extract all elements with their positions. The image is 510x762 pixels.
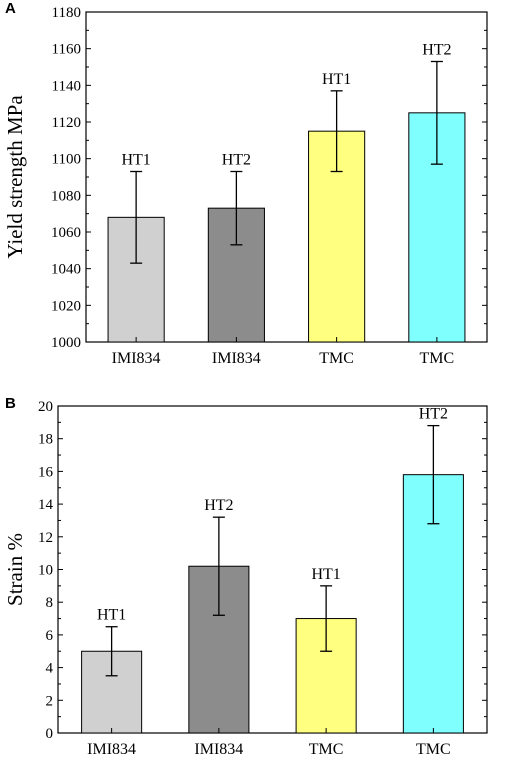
y-tick-label: 8 <box>46 595 54 611</box>
y-axis-label: Strain % <box>3 533 27 606</box>
y-tick-label: 1080 <box>51 188 81 204</box>
bar-label: HT1 <box>311 566 340 583</box>
y-tick-label: 18 <box>38 432 53 448</box>
y-tick-label: 1040 <box>51 262 81 278</box>
x-tick-label: TMC <box>420 350 455 367</box>
y-tick-label: 6 <box>46 628 54 644</box>
y-tick-label: 2 <box>46 693 54 709</box>
x-tick-label: IMI834 <box>112 350 161 367</box>
panel-letter: B <box>5 395 16 412</box>
y-tick-label: 1140 <box>52 78 81 94</box>
y-tick-label: 20 <box>38 399 53 415</box>
x-tick-label: TMC <box>319 350 354 367</box>
x-tick-label: IMI834 <box>194 741 243 758</box>
bar-label: HT1 <box>97 607 126 624</box>
y-tick-label: 12 <box>38 530 53 546</box>
x-tick-label: IMI834 <box>212 350 261 367</box>
x-tick-label: TMC <box>309 741 344 758</box>
y-tick-label: 10 <box>38 563 53 579</box>
x-tick-label: TMC <box>416 741 451 758</box>
y-tick-label: 1000 <box>51 335 81 351</box>
chart-panel-b: B 0 2 4 6 8 10 12 14 16 18 20 Strain % HT1 IMI834 HT2 IM… <box>3 395 488 758</box>
x-tick-label: IMI834 <box>87 741 136 758</box>
y-tick-label: 14 <box>38 497 54 513</box>
bar-label: HT2 <box>222 152 251 169</box>
chart-panel-a: A 1000 1020 1040 1060 1080 1100 1120 1140 1160 118… <box>3 0 488 367</box>
y-tick-label: 0 <box>46 726 54 742</box>
bar-label: HT2 <box>419 406 448 423</box>
y-tick-label: 1160 <box>52 42 81 58</box>
y-tick-label: 1060 <box>51 225 81 241</box>
bar-label: HT1 <box>322 71 351 88</box>
y-tick-label: 16 <box>38 464 54 480</box>
bar-label: HT1 <box>121 152 150 169</box>
y-tick-label: 1120 <box>52 115 81 131</box>
y-tick-label: 1020 <box>51 298 81 314</box>
y-tick-label: 1100 <box>52 152 81 168</box>
bar-label: HT2 <box>204 497 233 514</box>
y-tick-label: 4 <box>46 661 54 677</box>
y-tick-label: 1180 <box>52 5 81 21</box>
bar-label: HT2 <box>422 42 451 59</box>
y-axis-label: Yield strength MPa <box>3 95 27 259</box>
panel-letter: A <box>5 0 16 17</box>
